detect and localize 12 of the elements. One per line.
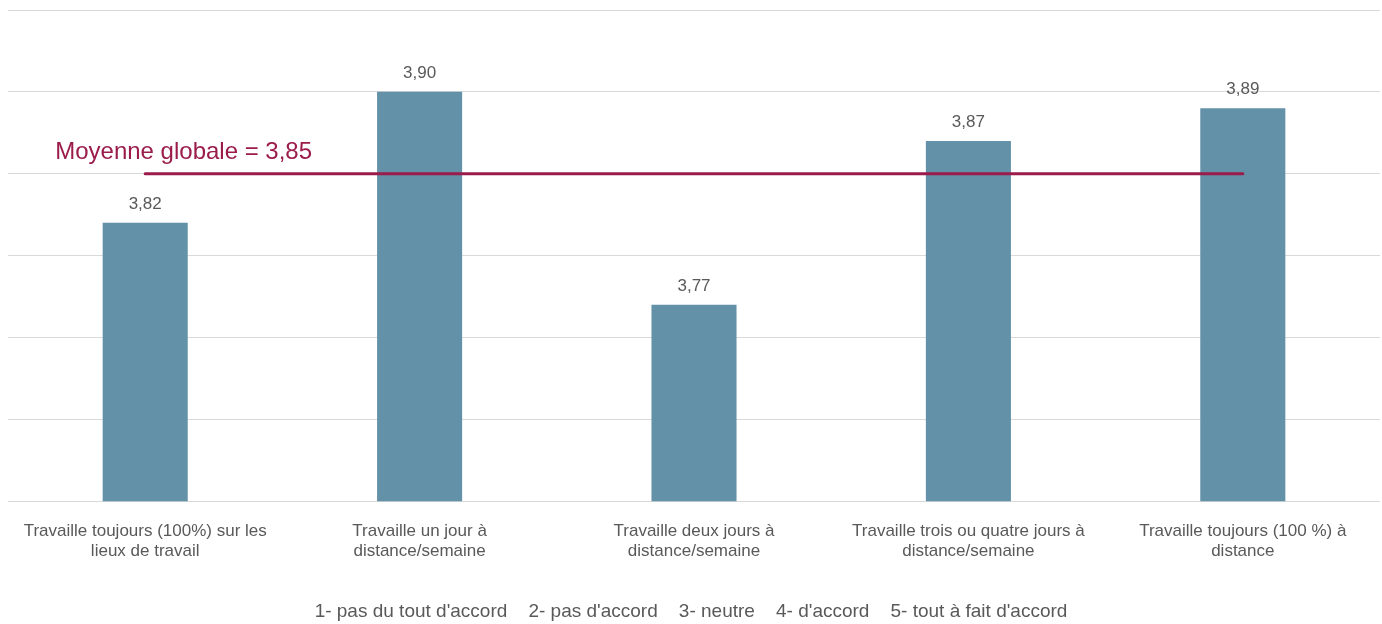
x-tick-label: Travaille toujours (100%) sur les lieux de travail: [23, 521, 267, 561]
x-tick-label: Travaille un jour à distance/semaine: [352, 521, 488, 561]
data-label: 3,82: [128, 194, 162, 214]
x-tick-label: Travaille trois ou quatre jours à distance/semaine: [852, 521, 1086, 561]
data-label: 3,89: [1226, 79, 1260, 99]
data-label: 3,90: [403, 63, 437, 83]
x-tick-label: Travaille toujours (100 %) à distance: [1139, 521, 1347, 561]
data-label: 3,87: [951, 112, 985, 132]
text: 1- pas du tout d'accord 2- pas d'accord 3- neutre 4- d'accord 5- tout à fait d'accord: [314, 600, 1068, 622]
ref-line-label: Moyenne globale = 3,85: [55, 137, 313, 165]
x-tick-label: Travaille deux jours à distance/semaine: [613, 521, 776, 561]
data-label: 3,77: [677, 275, 711, 295]
